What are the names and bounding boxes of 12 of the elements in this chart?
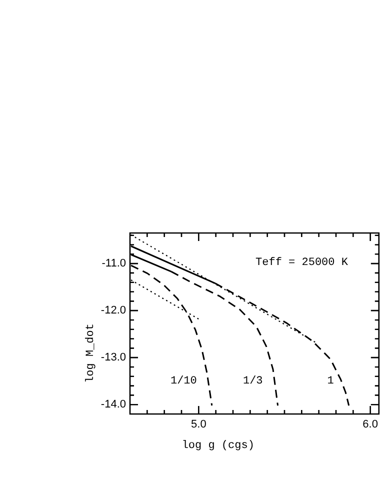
y-tick-label: -13.0 — [100, 352, 126, 364]
x-axis-title: log g (cgs) — [182, 440, 254, 452]
series-label: 1/10 — [170, 375, 197, 388]
annotation: Teff = 25000 K — [256, 256, 348, 269]
x-tick-label: 6.0 — [362, 418, 378, 431]
y-tick-label: -11.0 — [102, 258, 126, 270]
y-tick-label: -12.0 — [100, 304, 126, 317]
x-tick-label: 5.0 — [191, 418, 206, 431]
series-label: 1/3 — [242, 375, 263, 388]
series-label: 1 — [327, 375, 334, 388]
y-axis-title: log M_dot — [84, 324, 97, 383]
y-tick-label: -14.0 — [100, 398, 126, 411]
